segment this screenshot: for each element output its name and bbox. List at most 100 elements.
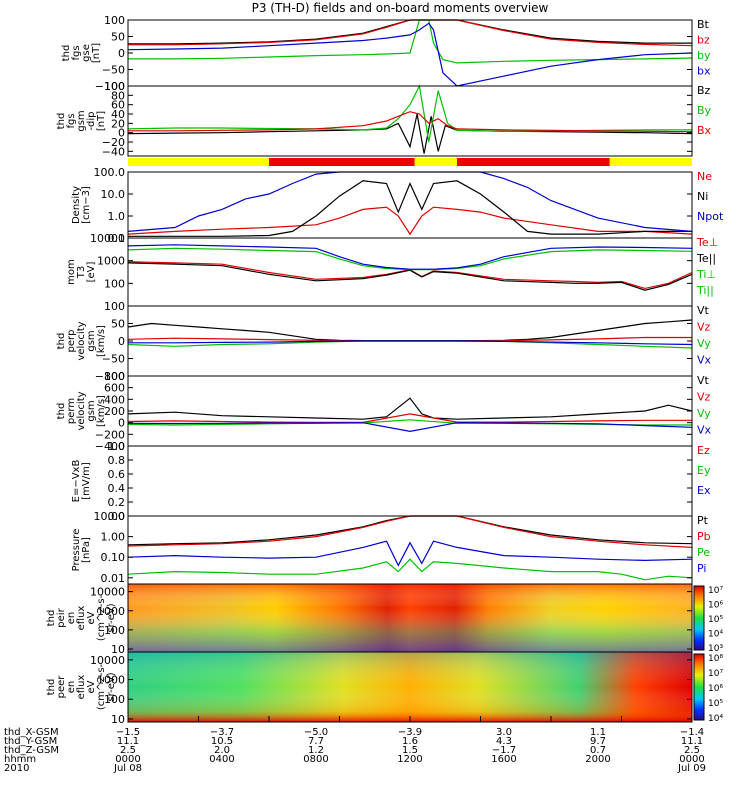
- status-segment: [414, 158, 457, 166]
- colorbar: [693, 585, 705, 651]
- panel-pressure: 10.00 1.00 0.10 0.01 Pressure [nPa] Pt Pb Pe Pi: [71, 510, 711, 585]
- y-axis-label: thd: [56, 113, 67, 130]
- ephemeris-row-label: 2010: [4, 763, 29, 774]
- y-axis-label: velocity: [76, 321, 87, 360]
- y-axis-label: [nT]: [91, 43, 102, 63]
- y-tick-label: 0: [118, 335, 125, 348]
- y-axis-label: Pressure: [71, 529, 82, 572]
- series-line-Ti⊥: [127, 247, 693, 271]
- ephemeris-value: −3.7: [210, 727, 234, 738]
- legend-entry: Npot: [697, 210, 724, 223]
- colorbar-tick-label: 10³: [708, 644, 723, 654]
- y-tick-label: 10000: [90, 654, 125, 667]
- y-tick-label: 0.8: [108, 454, 126, 467]
- y-axis-label: [km/s]: [96, 395, 107, 427]
- colorbar-tick-label: 10⁷: [708, 669, 723, 679]
- y-axis-label: thd: [46, 679, 57, 696]
- y-tick-label: 0: [118, 47, 125, 60]
- y-axis-label: eflux: [76, 675, 87, 700]
- y-tick-label: −100: [95, 370, 125, 383]
- status-bar: [128, 158, 692, 166]
- ephemeris-row-label: thd_Y-GSM: [4, 736, 57, 747]
- series-line-Te||: [127, 262, 693, 291]
- y-tick-label: −50: [102, 64, 125, 77]
- y-tick-label: 50: [111, 31, 125, 44]
- y-axis-label: perm: [66, 398, 77, 424]
- y-tick-label: −40: [102, 145, 125, 158]
- y-axis-label: gsm: [76, 110, 87, 131]
- legend-entry: Vx: [697, 354, 712, 367]
- y-tick-label: −400: [95, 440, 125, 453]
- y-axis-label: thd: [61, 45, 72, 62]
- y-tick-label: 0.6: [108, 468, 126, 481]
- series-line-Ti||: [127, 244, 693, 270]
- y-axis-label: -dip: [86, 111, 97, 130]
- ephemeris-value: 2.5: [684, 745, 700, 756]
- ephemeris-value: 0400: [209, 754, 234, 765]
- y-axis-label: eV: [86, 680, 97, 693]
- y-tick-label: 10.00: [94, 510, 126, 523]
- y-axis-label: Density: [71, 186, 82, 224]
- series-line-By: [127, 84, 692, 143]
- ephemeris-value: 1.1: [590, 727, 606, 738]
- y-tick-label: 600: [104, 382, 125, 395]
- legend-entry: Vz: [697, 321, 711, 334]
- y-axis-label: peer: [56, 675, 67, 699]
- y-tick-label: 200: [104, 405, 125, 418]
- legend-entry: Pb: [697, 530, 711, 543]
- ephemeris-value: 9.7: [590, 736, 606, 747]
- colorbar-tick-label: 10⁵: [708, 615, 723, 625]
- ephemeris-value: 2.0: [214, 745, 230, 756]
- y-tick-label: 0.2: [108, 496, 126, 509]
- y-tick-label: 100: [104, 624, 125, 637]
- panel-fgs-gse: 100 50 0 −50 −100 thd fgs gse [nT] Bt bz by bx: [61, 14, 711, 93]
- y-axis-label: gsm: [86, 330, 97, 351]
- y-axis-label: thd: [56, 403, 67, 420]
- ephemeris-value: 2.5: [120, 745, 136, 756]
- y-tick-label: 80: [111, 89, 125, 102]
- y-axis-label: velocity: [76, 391, 87, 430]
- y-tick-label: 40: [111, 108, 125, 121]
- ephemeris-value: 2000: [585, 754, 610, 765]
- legend-entry: Vz: [697, 391, 711, 404]
- legend-entry: Ti||: [696, 284, 714, 297]
- y-tick-label: 10: [111, 713, 125, 726]
- y-axis-label: [nT]: [96, 111, 107, 131]
- legend-entry: Vx: [697, 424, 712, 437]
- y-axis-label: gse: [81, 44, 92, 62]
- ephemeris-value: 1.6: [402, 736, 418, 747]
- ephemeris-value: 0800: [303, 754, 328, 765]
- panel-perp-velocity: 100 50 0 −50 −100 thd perp velocity gsm [km/s] Vt V…: [56, 300, 712, 383]
- y-axis-label: [eV]: [86, 262, 97, 283]
- colorbar-tick-label: 10⁶: [708, 601, 723, 611]
- y-tick-label: −20: [102, 136, 125, 149]
- legend-entry: Bz: [697, 84, 711, 97]
- panel-frame: [127, 171, 693, 239]
- legend-entry: Vy: [697, 407, 711, 420]
- y-axis-label: [nPa]: [81, 537, 92, 563]
- y-axis-label: (cm^2-s-: [96, 594, 107, 641]
- legend-entry: bz: [697, 34, 710, 47]
- series-line-Npot: [127, 171, 693, 232]
- ephemeris-value: Jul 09: [677, 763, 706, 774]
- ephemeris-value: 7.7: [308, 736, 324, 747]
- legend-entry: Te⊥: [696, 236, 718, 249]
- ephemeris-value: 11.1: [681, 736, 703, 747]
- ephemeris-value: −1.5: [116, 727, 140, 738]
- y-tick-label: 50: [111, 318, 125, 331]
- series-line-Bz: [127, 113, 693, 154]
- series-line-Vz: [127, 413, 692, 423]
- status-segment: [457, 158, 610, 166]
- series-line-Vt: [127, 319, 693, 342]
- panel-frame: [127, 375, 693, 447]
- series-line-Bt: [128, 19, 692, 45]
- series-line-Vx: [127, 422, 693, 433]
- y-tick-label: 100: [104, 300, 125, 313]
- panel-frame: [127, 445, 693, 517]
- ephemeris-value: 1600: [491, 754, 516, 765]
- y-tick-label: 10000: [90, 586, 125, 599]
- y-axis-label: eflux: [76, 606, 87, 631]
- ephemeris-value: −1.7: [492, 745, 516, 756]
- y-axis-label: mom: [66, 259, 77, 285]
